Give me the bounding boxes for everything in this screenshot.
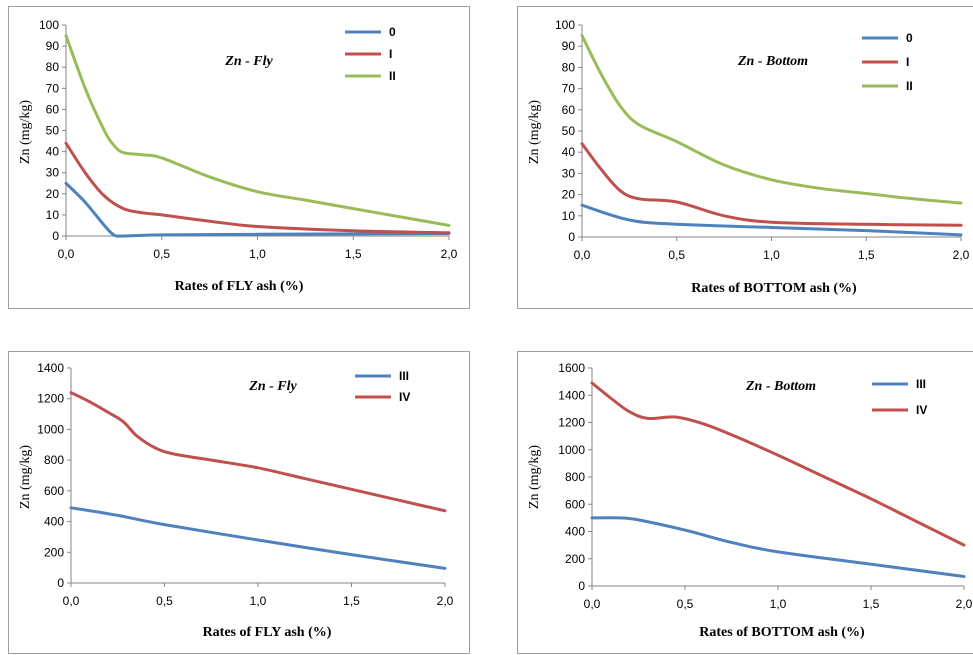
legend-label: IV <box>916 403 927 417</box>
x-tick-label: 2,0 <box>441 247 458 261</box>
x-tick-label: 0,0 <box>58 247 75 261</box>
y-tick-label: 200 <box>44 545 64 559</box>
y-tick-label: 60 <box>562 103 576 117</box>
series-line-II <box>64 34 451 227</box>
x-axis-label: Rates of BOTTOM ash (%) <box>699 625 865 640</box>
y-tick-label: 30 <box>562 166 576 180</box>
y-tick-label: 0 <box>57 576 64 590</box>
y-tick-label: 50 <box>562 124 576 138</box>
legend-label: II <box>389 69 396 83</box>
y-tick-label: 400 <box>44 515 64 529</box>
y-tick-label: 0 <box>568 230 575 244</box>
y-tick-label: 80 <box>46 60 60 74</box>
chart-title: Zn - Bottom <box>745 379 816 394</box>
y-axis-label: Zn (mg/kg) <box>527 100 542 164</box>
y-tick-label: 20 <box>562 188 576 202</box>
legend-label: I <box>389 47 392 61</box>
x-tick-label: 1,0 <box>770 597 787 611</box>
y-tick-label: 60 <box>46 102 60 116</box>
x-tick-label: 0,0 <box>63 594 80 608</box>
legend-label: IV <box>399 390 410 404</box>
x-tick-label: 0,0 <box>584 597 601 611</box>
x-tick-label: 2,0 <box>956 597 973 611</box>
series-line-I <box>580 142 963 227</box>
y-tick-label: 1000 <box>558 443 585 457</box>
y-tick-label: 1200 <box>558 416 585 430</box>
x-tick-label: 1,5 <box>863 597 880 611</box>
x-tick-label: 0,5 <box>156 594 173 608</box>
x-tick-label: 0,5 <box>153 247 170 261</box>
y-tick-label: 90 <box>562 39 576 53</box>
y-tick-label: 50 <box>46 124 60 138</box>
y-axis-label: Zn (mg/kg) <box>527 445 542 509</box>
series-line-III <box>590 516 966 578</box>
x-tick-label: 1,5 <box>345 247 362 261</box>
legend-label: 0 <box>906 31 913 45</box>
y-axis-label: Zn (mg/kg) <box>18 100 33 164</box>
y-tick-label: 0 <box>578 579 585 593</box>
y-tick-label: 1400 <box>558 388 585 402</box>
series-line-IV <box>590 381 966 547</box>
y-tick-label: 800 <box>565 470 585 484</box>
chart-svg: 0 10 20 30 40 50 60 70 80 90 100 0,0 0,5 1,0 1,5 2,0 Zn … <box>527 18 970 296</box>
legend-label: II <box>906 79 913 93</box>
y-tick-label: 20 <box>46 187 60 201</box>
y-tick-label: 70 <box>562 82 576 96</box>
x-tick-label: 1,0 <box>250 594 267 608</box>
chart-svg: 0 200 400 600 800 1000 1200 1400 0,0 0,5 1,0 1,5 2,0… <box>18 361 454 640</box>
y-tick-label: 40 <box>46 145 60 159</box>
y-axis-label: Zn (mg/kg) <box>18 445 33 509</box>
y-tick-label: 30 <box>46 166 60 180</box>
y-tick-label: 10 <box>562 209 576 223</box>
series-line-III <box>69 506 447 570</box>
chart-zn-fly-high: 0 200 400 600 800 1000 1200 1400 0,0 0,5 1,0 1,5 2,0… <box>8 351 470 654</box>
y-tick-label: 1000 <box>37 422 64 436</box>
y-tick-label: 1600 <box>558 361 585 375</box>
y-tick-label: 600 <box>44 484 64 498</box>
y-tick-label: 0 <box>52 229 59 243</box>
y-tick-label: 600 <box>565 497 585 511</box>
x-tick-label: 2,0 <box>953 248 970 262</box>
x-axis-label: Rates of FLY ash (%) <box>175 279 304 294</box>
series-line-IV <box>69 391 447 513</box>
chart-title: Zn - Bottom <box>737 54 808 69</box>
x-axis-label: Rates of FLY ash (%) <box>203 625 332 640</box>
x-axis-label: Rates of BOTTOM ash (%) <box>691 281 857 296</box>
series-line-I <box>64 141 451 235</box>
y-tick-label: 400 <box>565 525 585 539</box>
x-tick-label: 0,0 <box>574 248 591 262</box>
y-tick-label: 90 <box>46 39 60 53</box>
y-tick-label: 70 <box>46 81 60 95</box>
x-tick-label: 0,5 <box>668 248 685 262</box>
x-tick-label: 0,5 <box>677 597 694 611</box>
y-tick-label: 100 <box>39 18 59 32</box>
chart-zn-bottom-high: 0 200 400 600 800 1000 1200 1400 1600 0,0 0,5 1,0 1,… <box>517 351 973 654</box>
x-tick-label: 2,0 <box>437 594 454 608</box>
y-tick-label: 1400 <box>37 361 64 375</box>
legend-label: 0 <box>389 25 396 39</box>
series-line-0 <box>580 203 963 237</box>
chart-svg: 0 200 400 600 800 1000 1200 1400 1600 0,0 0,5 1,0 1,… <box>527 361 973 640</box>
x-tick-label: 1,0 <box>249 247 266 261</box>
chart-zn-bottom-low: 0 10 20 30 40 50 60 70 80 90 100 0,0 0,5 1,0 1,5 2,0 Zn … <box>517 6 973 309</box>
y-tick-label: 1200 <box>37 392 64 406</box>
x-tick-label: 1,5 <box>858 248 875 262</box>
chart-title: Zn - Fly <box>224 54 273 69</box>
chart-title: Zn - Fly <box>248 379 297 394</box>
legend-label: III <box>916 377 926 391</box>
chart-svg: 0 10 20 30 40 50 60 70 80 90 100 0,0 0,5 1,0 1,5 2,0 Zn … <box>18 18 458 294</box>
x-tick-label: 1,0 <box>763 248 780 262</box>
y-tick-label: 10 <box>46 208 60 222</box>
y-tick-label: 100 <box>555 18 575 32</box>
legend-label: III <box>399 369 409 383</box>
y-tick-label: 200 <box>565 552 585 566</box>
x-tick-label: 1,5 <box>343 594 360 608</box>
series-line-II <box>580 34 963 205</box>
chart-zn-fly-low: 0 10 20 30 40 50 60 70 80 90 100 0,0 0,5 1,0 1,5 2,0 Zn … <box>8 6 470 309</box>
y-tick-label: 40 <box>562 145 576 159</box>
y-tick-label: 800 <box>44 453 64 467</box>
legend-label: I <box>906 55 909 69</box>
series-line-0 <box>64 181 451 238</box>
y-tick-label: 80 <box>562 60 576 74</box>
